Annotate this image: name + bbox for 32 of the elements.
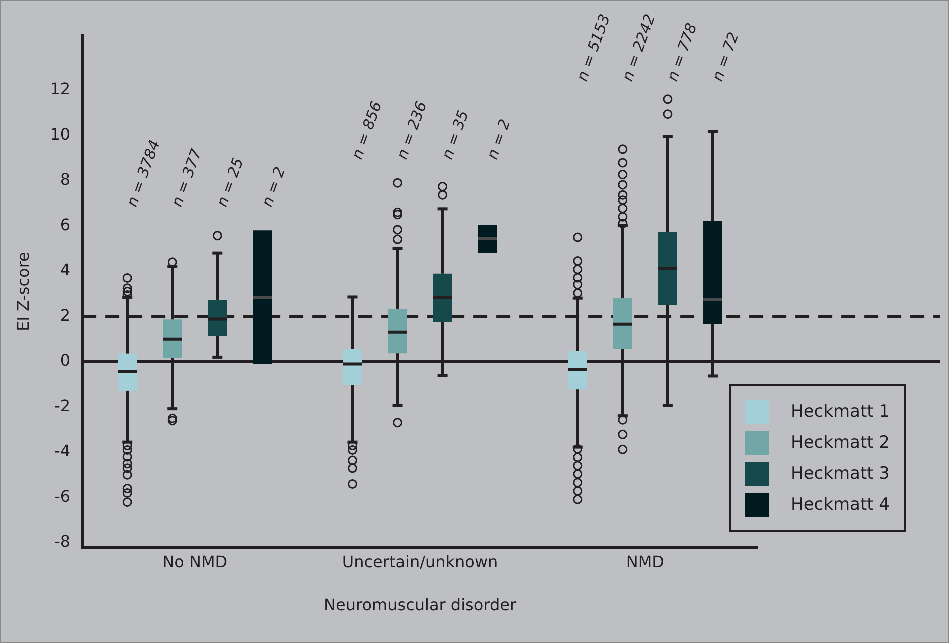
y-tick-label: -8 bbox=[54, 532, 71, 552]
y-tick-label: -2 bbox=[54, 396, 71, 416]
annotation: n = 236 bbox=[393, 99, 431, 162]
annotation: n = 2 bbox=[258, 164, 290, 210]
y-tick-label: 12 bbox=[50, 79, 71, 98]
annotation: n = 25 bbox=[213, 156, 248, 210]
x-tick-label: Uncertain/unknown bbox=[342, 552, 498, 572]
annotation: n = 778 bbox=[663, 20, 701, 84]
x-tick-label: NMD bbox=[626, 552, 664, 572]
x-axis-title: Neuromuscular disorder bbox=[324, 596, 517, 615]
annotation: n = 5153 bbox=[573, 12, 614, 84]
y-axis-title: EI Z-score bbox=[14, 252, 33, 332]
annotation: n = 856 bbox=[348, 99, 386, 162]
y-tick-label: 2 bbox=[60, 306, 71, 325]
legend-label: Heckmatt 4 bbox=[791, 494, 890, 514]
annotation: n = 3784 bbox=[123, 138, 164, 210]
legend-label: Heckmatt 2 bbox=[791, 432, 890, 452]
y-tick-label: 6 bbox=[60, 215, 71, 234]
legend-label: Heckmatt 1 bbox=[791, 402, 890, 422]
annotation: n = 35 bbox=[438, 108, 473, 162]
y-tick-label: 0 bbox=[60, 351, 71, 370]
y-tick-label: -4 bbox=[54, 442, 71, 461]
legend-label: Heckmatt 3 bbox=[791, 464, 890, 484]
x-tick-label: No NMD bbox=[162, 552, 228, 572]
y-tick-label: 10 bbox=[50, 124, 71, 144]
annotation: n = 2242 bbox=[618, 12, 660, 84]
y-tick-label: 8 bbox=[60, 170, 71, 190]
annotation: n = 377 bbox=[168, 146, 206, 210]
annotation: n = 2 bbox=[483, 117, 514, 162]
y-tick-label: -6 bbox=[54, 486, 71, 506]
annotation: n = 72 bbox=[708, 30, 743, 84]
y-tick-label: 4 bbox=[60, 260, 71, 280]
